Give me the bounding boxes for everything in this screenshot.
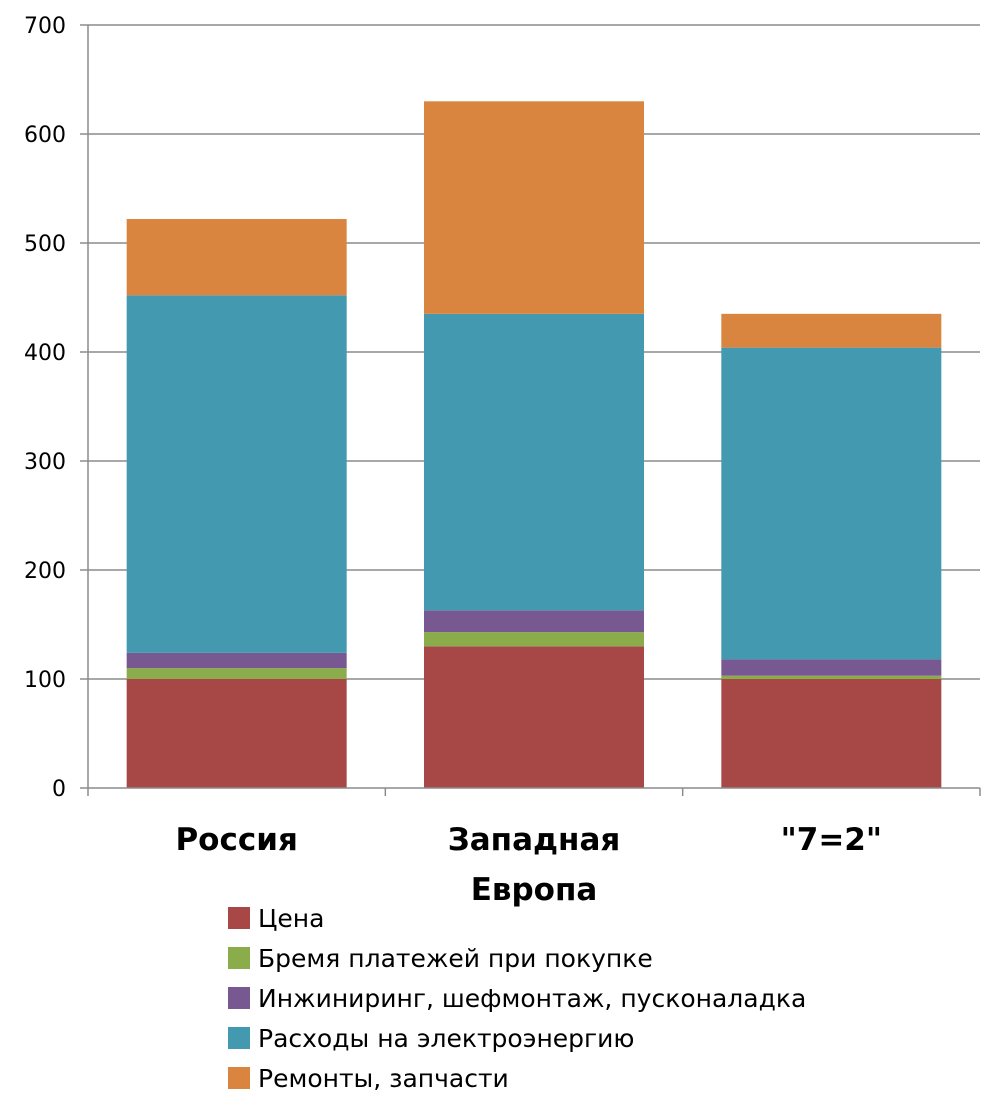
bar-segment xyxy=(424,313,644,611)
y-tick-label: 500 xyxy=(24,232,66,257)
bar-segment xyxy=(126,219,347,296)
axes xyxy=(80,24,981,796)
legend-swatch xyxy=(228,1067,250,1089)
legend-label: Ремонты, запчасти xyxy=(258,1063,509,1093)
legend-item: Инжиниринг, шефмонтаж, пусконаладка xyxy=(228,978,806,1018)
legend-item: Расходы на электроэнергию xyxy=(228,1018,806,1058)
bar-segment xyxy=(721,659,942,676)
legend-swatch xyxy=(228,907,250,929)
bar-segment xyxy=(126,652,347,669)
bar-segment xyxy=(126,295,347,653)
bar-segment xyxy=(721,679,942,788)
bar-segment xyxy=(126,668,347,679)
bar-segment xyxy=(721,313,942,348)
legend-item: Бремя платежей при покупке xyxy=(228,938,806,978)
y-tick-label: 0 xyxy=(52,777,66,802)
legend-swatch xyxy=(228,947,250,969)
x-category-label: Россия xyxy=(175,822,297,858)
y-tick-label: 400 xyxy=(24,341,66,366)
x-category-label: "7=2" xyxy=(781,822,882,858)
y-tick-label: 200 xyxy=(24,559,66,584)
bar-segment xyxy=(721,675,942,679)
bar-segment xyxy=(424,632,644,647)
bar-segment xyxy=(424,101,644,314)
y-tick-label: 300 xyxy=(24,450,66,475)
y-tick-label: 700 xyxy=(24,14,66,39)
bar-segment xyxy=(424,646,644,788)
x-category-label: Западная Европа xyxy=(448,822,621,908)
legend-label: Расходы на электроэнергию xyxy=(258,1023,635,1053)
bars xyxy=(126,101,942,788)
bar-segment xyxy=(126,679,347,788)
legend-item: Ремонты, запчасти xyxy=(228,1058,806,1098)
legend-label: Бремя платежей при покупке xyxy=(258,943,653,973)
legend-item: Цена xyxy=(228,898,806,938)
legend-label: Цена xyxy=(258,903,325,933)
legend-swatch xyxy=(228,1027,250,1049)
bar-segment xyxy=(424,610,644,633)
y-tick-label: 600 xyxy=(24,123,66,148)
legend: Цена Бремя платежей при покупке Инжиниринг… xyxy=(228,898,806,1098)
y-tick-label: 100 xyxy=(24,668,66,693)
legend-label: Инжиниринг, шефмонтаж, пусконаладка xyxy=(258,983,807,1013)
x-category-labels: Россия Западная Европа "7=2" xyxy=(175,822,882,908)
y-tick-labels: 0 100 200 300 400 500 600 700 xyxy=(24,14,66,802)
legend-swatch xyxy=(228,987,250,1009)
bar-segment xyxy=(721,347,942,660)
